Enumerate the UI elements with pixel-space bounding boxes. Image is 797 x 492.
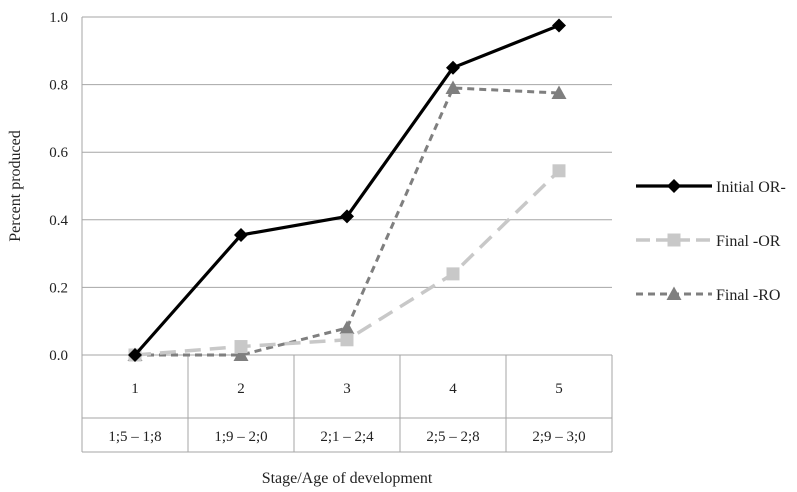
series-diamond [128,18,566,362]
data-point-marker [128,348,142,362]
y-tick-label: 1.0 [49,10,68,26]
legend-label: Final -OR [716,233,781,250]
y-tick-label: 0.0 [49,348,68,364]
data-point-marker [445,80,461,94]
data-point-marker [552,18,566,33]
x-tick-label: 4 [449,381,457,397]
legend-marker [667,179,681,193]
series-line [133,23,560,357]
series-lines [127,18,567,362]
x-tick-sublabel: 1;5 – 1;8 [108,429,161,445]
x-axis-title: Stage/Age of development [262,470,433,487]
data-point-marker [339,320,355,334]
data-point-marker [234,228,248,243]
legend-marker [667,233,681,247]
x-tick-label: 3 [343,381,351,397]
data-point-marker [233,347,249,361]
legend-item: Initial OR- [636,179,786,196]
legend: Initial OR- Final -OR Final -RO [636,179,786,304]
x-tick-sublabel: 2;5 – 2;8 [426,429,479,445]
y-tick-label: 0.8 [49,78,68,94]
legend-item: Final -OR [636,233,781,250]
data-point-marker [552,164,566,178]
y-tick-label: 0.2 [49,280,68,296]
gridlines [82,16,612,356]
data-point-marker [446,267,460,281]
data-point-marker [234,340,248,354]
x-tick-label: 5 [555,381,563,397]
data-point-marker [340,209,354,224]
y-tick-label: 0.4 [49,213,68,229]
axes: 0.0 0.2 0.4 0.6 0.8 1.0 1 2 3 4 5 1;5 – 1;8 1;9 – 2;… [49,10,613,453]
legend-label: Final -RO [716,287,780,304]
legend-marker [666,286,682,300]
legend-item: Final -RO [636,286,780,304]
data-point-marker [446,60,460,75]
y-tick-label: 0.6 [49,145,68,161]
y-axis-title: Percent produced [7,130,24,242]
x-tick-sublabel: 2;1 – 2;4 [320,429,374,445]
x-tick-label: 2 [237,381,245,397]
x-tick-label: 1 [131,381,139,397]
x-tick-sublabel: 1;9 – 2;0 [214,429,267,445]
x-tick-sublabel: 2;9 – 3;0 [532,429,585,445]
data-point-marker [340,333,354,347]
legend-label: Initial OR- [716,179,786,196]
data-point-marker [551,85,567,100]
